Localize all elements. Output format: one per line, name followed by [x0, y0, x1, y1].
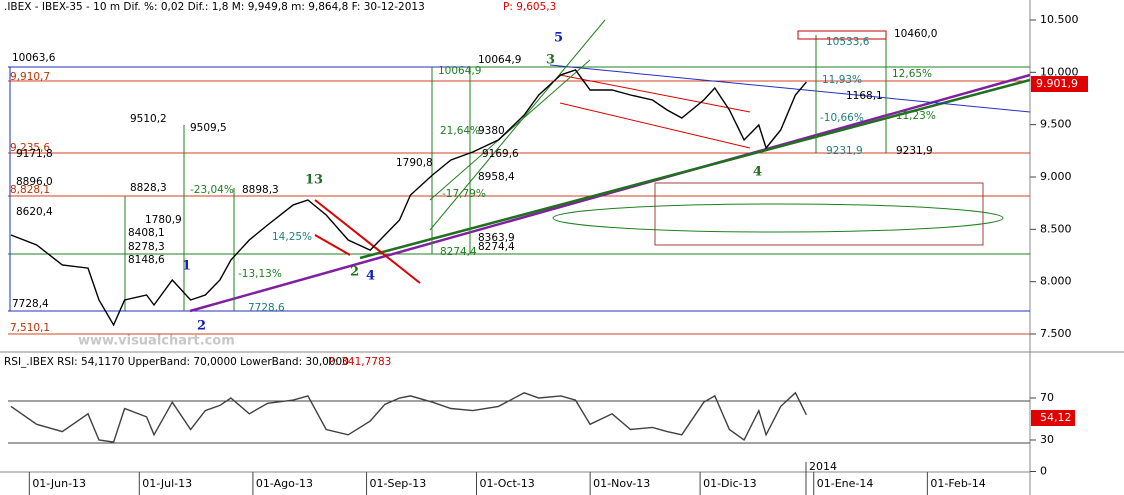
annotation: 10063,6 [12, 52, 56, 64]
annotation: 9171,8 [16, 148, 53, 160]
annotation: 9231,9 [826, 145, 863, 157]
annotation: 8274,4 [478, 241, 515, 253]
price-marker-box [1031, 76, 1088, 92]
chart-title: .IBEX - IBEX-35 - 10 m Dif. %: 0,02 Dif.… [4, 1, 425, 13]
trend-line [549, 64, 1031, 113]
annotation: 10460,0 [894, 28, 937, 40]
annotation: 8898,3 [242, 184, 279, 196]
rsi-marker-box [1031, 410, 1075, 426]
y-tick-label: 30 [1040, 433, 1054, 446]
x-tick-label: 01-Jul-13 [142, 477, 192, 490]
annotation: 8408,1 [128, 227, 165, 239]
annotation: 8958,4 [478, 171, 515, 183]
target-box [797, 30, 887, 40]
annotation: 8274,4 [440, 246, 477, 258]
trend-line [359, 78, 1031, 260]
wave-label: 2 [197, 319, 206, 334]
annotation: -13,13% [238, 268, 282, 280]
annotation: 9,910,7 [10, 71, 50, 83]
rsi-marker: 54,12 [1040, 411, 1072, 424]
wave-label: 5 [554, 31, 563, 46]
y-tick-label: 8.000 [1040, 275, 1072, 288]
annotation: 8620,4 [16, 206, 53, 218]
y-tick-label: 9.500 [1040, 118, 1072, 131]
annotation: 7728,6 [248, 302, 285, 314]
annotation: 8148,6 [128, 254, 165, 266]
last-price: P: 9,605,3 [503, 1, 556, 13]
annotation: 1780,9 [145, 214, 182, 226]
x-tick-label: 01-Ene-14 [817, 477, 874, 490]
rsi-title: RSI_.IBEX RSI: 54,1170 UpperBand: 70,000… [4, 356, 349, 368]
y-tick-label: 70 [1040, 391, 1054, 404]
annotation: 7728,4 [12, 298, 49, 310]
annotation: 11,93% [822, 74, 862, 86]
series-line [10, 69, 807, 327]
trend-line [189, 73, 1031, 313]
annotation: -17,79% [442, 188, 486, 200]
annotation: 10533,6 [826, 36, 870, 48]
x-tick-label: 01-Dic-13 [703, 477, 757, 490]
wave-label: 4 [366, 269, 375, 284]
annotation: 8363,9 [478, 232, 515, 244]
levels [8, 19, 1031, 444]
annotation: 10064,9 [438, 65, 481, 77]
y-tick-label: 7.500 [1040, 327, 1072, 340]
x-tick-label: 01-Sep-13 [370, 477, 427, 490]
channel [314, 234, 351, 256]
annotation: 9380 [478, 125, 505, 137]
x-tick-label: 01-Oct-13 [480, 477, 535, 490]
annotation: -10,66% [820, 112, 864, 124]
wave-label: 13 [305, 173, 323, 188]
wave-label: 4 [753, 165, 762, 180]
price-marker: 9.901,9 [1036, 77, 1078, 90]
year-label: 2014 [809, 460, 837, 473]
x-tick-label: 01-Jun-13 [32, 477, 86, 490]
annotation: 9231,9 [896, 145, 933, 157]
watermark: www.visualchart.com [78, 334, 235, 349]
annotation: 1168,1 [846, 90, 883, 102]
channel [559, 102, 751, 149]
annotation: 12,65% [892, 68, 932, 80]
series-line [10, 391, 808, 443]
annotation: 9,235,6 [10, 142, 50, 154]
annotation: 14,25% [272, 231, 312, 243]
annotation: 8,828,1 [10, 184, 50, 196]
annotation: 9509,5 [190, 122, 227, 134]
annotation: 8896,0 [16, 176, 53, 188]
annotation: 10064,9 [478, 54, 521, 66]
zone-box [654, 182, 984, 246]
wave-label: 2 [350, 265, 359, 280]
channel [429, 19, 606, 231]
channel [559, 74, 751, 113]
y-tick-label: 0 [1040, 465, 1047, 478]
rsi-last: P: 341,7783 [328, 356, 391, 368]
channel [314, 199, 421, 284]
annotation: 7,510,1 [10, 322, 50, 334]
zone-ellipse [552, 203, 1004, 233]
y-tick-label: 10.500 [1040, 13, 1079, 26]
wave-label: 3 [546, 53, 555, 68]
channel [429, 59, 591, 201]
x-tick-label: 01-Feb-14 [930, 477, 985, 490]
annotation: 1790,8 [396, 157, 433, 169]
y-tick-label: 9.000 [1040, 170, 1072, 183]
x-tick-label: 01-Ago-13 [256, 477, 313, 490]
wave-label: 1 [182, 259, 191, 274]
annotation: 8278,3 [128, 241, 165, 253]
annotation: 8828,3 [130, 182, 167, 194]
annotation: -23,04% [190, 184, 234, 196]
annotation: 9510,2 [130, 113, 167, 125]
annotation: -11,23% [892, 110, 936, 122]
annotation: 21,64% [440, 125, 480, 137]
y-tick-label: 8.500 [1040, 222, 1072, 235]
annotation: 9169,6 [482, 148, 519, 160]
y-tick-label: 10.000 [1040, 65, 1079, 78]
x-tick-label: 01-Nov-13 [593, 477, 650, 490]
